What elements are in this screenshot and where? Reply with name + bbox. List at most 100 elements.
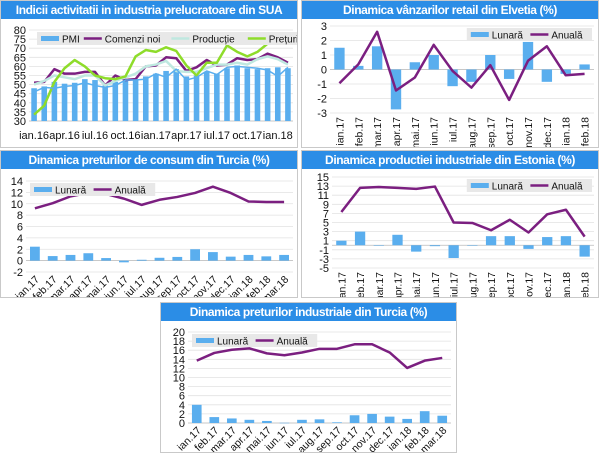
bar [154,257,165,261]
x-tick-label: sep.17 [486,272,498,297]
bar [224,68,230,121]
y-tick-label: 1 [321,50,327,62]
legend-swatch [196,338,214,343]
bar [279,254,289,261]
y-tick-label: 7 [323,208,329,220]
chart-turkey-ppi: 02468101214161820ian.17feb.17mar.17apr.1… [173,327,451,452]
x-tick-label: ian.17 [334,117,346,146]
y-tick-label: 75 [14,34,26,46]
y-tick-label: 65 [14,52,26,64]
bar [354,231,366,246]
x-tick-label: oct.17 [504,117,516,146]
x-tick-label: iun.17 [430,272,442,297]
legend-label: Lunară [217,337,249,348]
bar [163,70,169,121]
y-tick-label: 70 [14,43,26,55]
bar [314,419,325,423]
x-tick-label: oct.17 [232,130,262,142]
legend-swatch [470,183,489,188]
bar [203,71,210,121]
y-tick-label: 10 [11,199,23,211]
bar [190,249,200,261]
y-tick-label: 3 [323,227,329,239]
bar [112,81,119,121]
bar [541,69,553,82]
bar [51,81,58,121]
legend-swatch [470,32,489,37]
bar [522,41,534,70]
bar [437,415,448,423]
bar [173,69,180,121]
bar [136,259,147,261]
y-tick-label: 15 [317,172,329,184]
y-tick-label: 12 [173,363,185,375]
x-tick-label: iul.17 [449,272,461,297]
bar [30,246,40,261]
bar [297,419,307,423]
legend-label: Anuală [551,182,583,193]
y-tick-label: 35 [14,107,26,119]
bar [122,80,129,121]
legend-label: Anuală [115,186,147,197]
x-tick-label: sep.17 [485,117,497,147]
legend-label: PMI [62,35,80,46]
bar [234,65,240,121]
bar [428,55,439,70]
y-tick-label: 0 [321,65,327,77]
chart-swiss-retail: -3 -2 -1 0 1 2 3 ian.17 feb.17 mar.17 apr.17 mai.17… [317,21,594,147]
bar [101,258,111,261]
legend [466,28,592,41]
bar [285,68,291,121]
bar [225,256,236,261]
y-tick-label: -5 [319,263,329,275]
x-tick-label: apr.16 [49,130,80,142]
y-tick-label: 0 [179,418,185,430]
legend [37,32,297,45]
y-tick-label: 2 [321,36,327,48]
bar [132,79,139,121]
y-tick-label: 4 [179,400,185,412]
y-tick-label: 2 [179,409,185,421]
bar [208,252,218,261]
x-tick-label: iul.17 [448,117,460,142]
legend-label: Comenzi noi [105,35,161,46]
bar [523,245,534,249]
bar [71,82,78,121]
y-tick-label: 3 [321,21,327,33]
bar [373,245,384,246]
bar [542,237,553,246]
series-line [338,30,585,102]
x-tick-label: iul.16 [82,130,108,142]
legend-label: Anuală [551,31,583,42]
legend-label: Lunară [492,182,524,193]
x-tick-label: feb.17 [353,117,365,146]
x-tick-label: feb.17 [355,272,367,297]
bar [47,256,58,261]
x-tick-label: mai.17 [411,272,423,297]
x-tick-label: nov.17 [523,117,535,147]
x-tick-label: apr.17 [391,117,403,146]
series-line [33,65,289,93]
series-line [33,52,289,87]
y-tick-label: 50 [14,80,26,92]
y-tick-label: -1 [317,79,327,91]
bar [261,256,272,261]
bar [332,422,342,423]
y-tick-label: -1 [319,245,329,257]
y-tick-label: 10 [173,373,185,385]
bar [172,256,183,261]
chart-title: Dinamica vânzarilor retail din Elvetia (… [302,1,598,19]
x-tick-label: aug.17 [466,117,478,147]
y-tick-label: 45 [14,89,26,101]
y-tick-label: -2 [317,94,327,106]
bar [209,417,220,423]
x-tick-label: nov.17 [524,272,536,297]
legend-label: Lunară [55,186,87,197]
bar [384,416,395,423]
y-tick-label: 6 [17,222,23,234]
bar [485,55,496,70]
y-tick-label: 80 [14,25,26,37]
bar [579,245,590,257]
bar [119,260,129,263]
bar [31,88,37,121]
